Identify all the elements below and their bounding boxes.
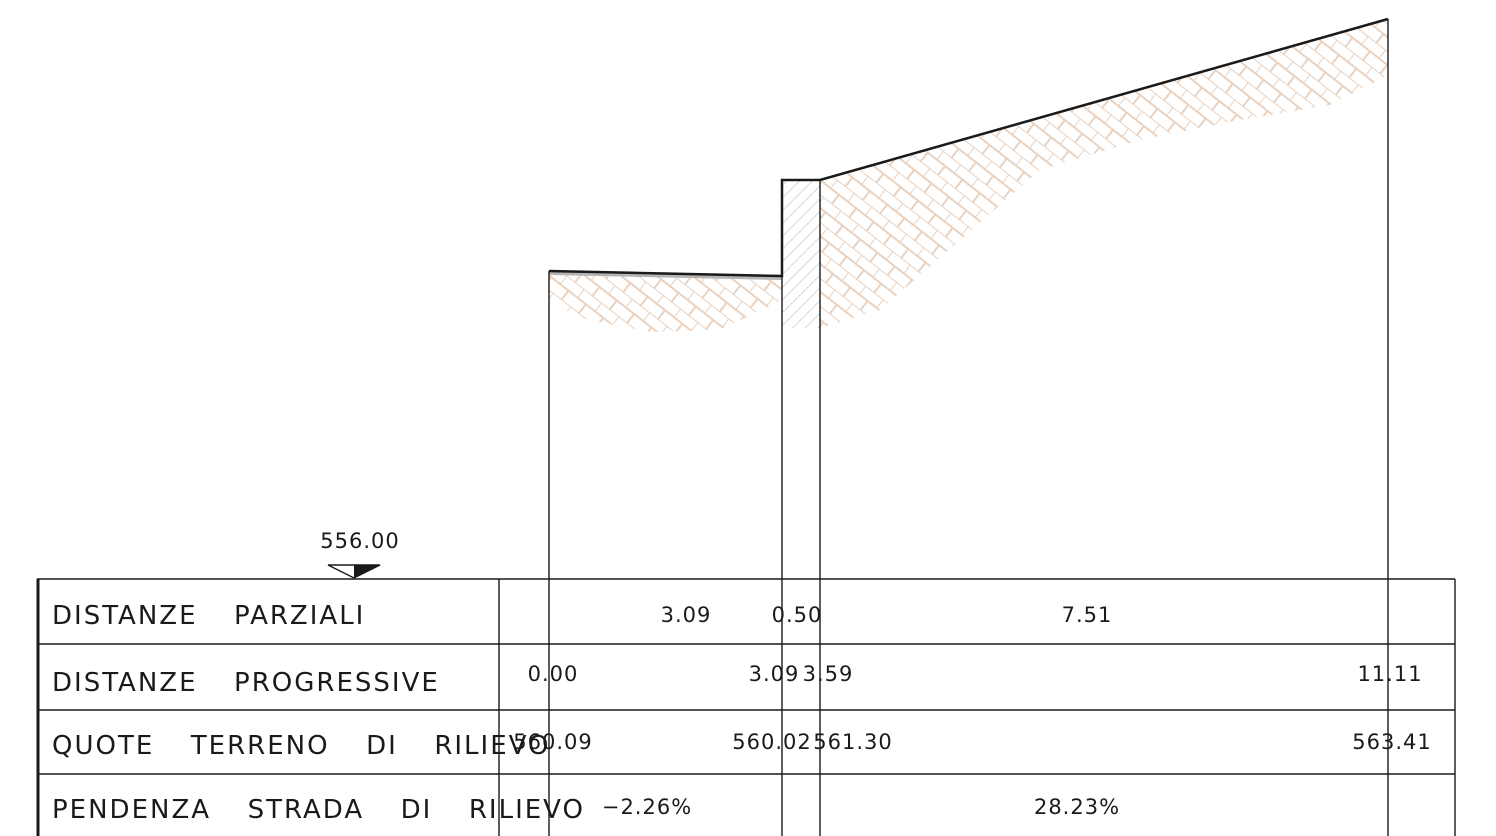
datum-marker: 556.00: [320, 529, 399, 579]
progressive-distance-value: 3.59: [803, 662, 854, 686]
row-label-distanze-parziali: DISTANZE PARZIALI: [52, 601, 365, 631]
retaining-wall: [782, 180, 820, 328]
slope-value: 28.23%: [1034, 795, 1120, 819]
row-label-distanze-progressive: DISTANZE PROGRESSIVE: [52, 668, 440, 698]
elevation-value: 561.30: [813, 730, 892, 754]
datum-elevation-label: 556.00: [320, 529, 399, 553]
row-label-pendenza: PENDENZA STRADA DI RILIEVO: [52, 795, 585, 825]
elevation-value: 563.41: [1352, 730, 1431, 754]
row-label-quote-terreno: QUOTE TERRENO DI RILIEVO: [52, 731, 550, 761]
elevation-value: 560.02: [732, 730, 811, 754]
station-lines: [548, 19, 1389, 836]
progressive-distance-value: 3.09: [749, 662, 800, 686]
partial-distance-value: 3.09: [661, 603, 712, 627]
partial-distance-value: 0.50: [772, 603, 823, 627]
terrain-hatch-left: [549, 272, 782, 332]
profile-table: [36, 578, 1456, 836]
terrain-hatch-right: [820, 20, 1388, 328]
progressive-distance-value: 0.00: [528, 662, 579, 686]
datum-triangle-half-icon: [354, 565, 380, 578]
partial-distance-value: 7.51: [1062, 603, 1113, 627]
progressive-distance-value: 11.11: [1357, 662, 1422, 686]
elevation-value: 560.09: [513, 730, 592, 754]
slope-value: −2.26%: [602, 795, 692, 819]
